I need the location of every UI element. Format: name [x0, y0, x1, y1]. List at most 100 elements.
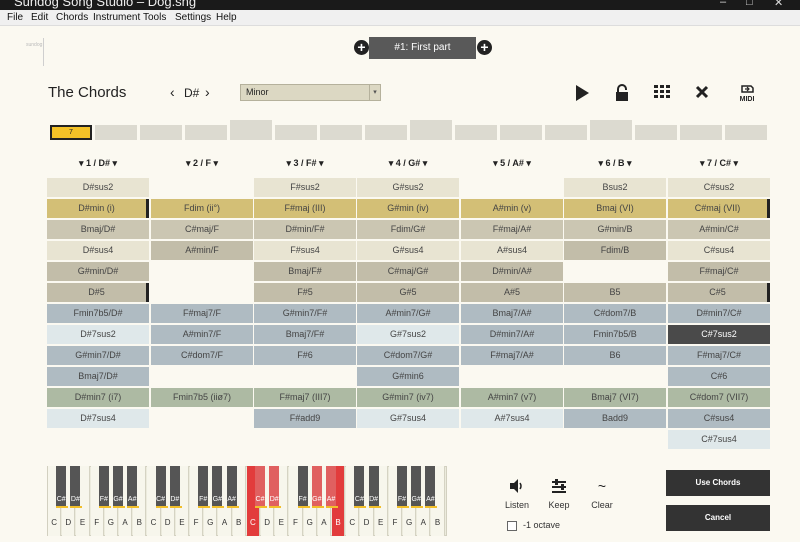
piano-black-key[interactable]: A#: [127, 466, 138, 508]
chord-cell[interactable]: Fdim/G#: [357, 220, 459, 239]
chord-cell[interactable]: G#sus4: [357, 241, 459, 260]
chord-cell[interactable]: D#sus4: [47, 241, 149, 260]
chord-cell[interactable]: A#sus4: [461, 241, 563, 260]
column-header[interactable]: ▾ 4 / G# ▾: [388, 158, 428, 168]
chord-cell[interactable]: C#dom7 (VII7): [668, 388, 770, 407]
piano-black-key[interactable]: A#: [226, 466, 237, 508]
menu-edit[interactable]: Edit: [31, 12, 49, 23]
chord-cell[interactable]: C#maj/G#: [357, 262, 459, 281]
piano-black-key[interactable]: F#: [397, 466, 407, 508]
key-prev-button[interactable]: ‹: [170, 84, 175, 100]
close-icon[interactable]: [692, 84, 712, 104]
chord-cell[interactable]: F#maj7/F: [151, 304, 253, 323]
chord-cell[interactable]: F#maj7 (III7): [254, 388, 356, 407]
menu-instrument[interactable]: Instrument: [93, 12, 141, 23]
piano-black-key[interactable]: F#: [98, 466, 109, 508]
scale-select[interactable]: Minor ▾: [240, 84, 381, 101]
chord-cell[interactable]: D#min/F#: [254, 220, 356, 239]
chord-cell[interactable]: Bmaj7/F#: [254, 325, 356, 344]
chord-cell[interactable]: D#7sus4: [47, 409, 149, 428]
chord-cell[interactable]: C#maj (VII): [668, 199, 770, 218]
chord-cell[interactable]: F#maj/C#: [668, 262, 770, 281]
timeline-cell[interactable]: [275, 125, 317, 140]
chord-cell[interactable]: A#min/C#: [668, 220, 770, 239]
chord-cell[interactable]: D#min7/C#: [668, 304, 770, 323]
piano-black-key[interactable]: C#: [155, 466, 166, 508]
chord-cell[interactable]: C#sus4: [668, 241, 770, 260]
chord-cell[interactable]: D#min7 (i7): [47, 388, 149, 407]
chord-cell[interactable]: Fmin7b5/D#: [47, 304, 149, 323]
timeline-cell[interactable]: [680, 125, 722, 140]
chord-cell[interactable]: Bmaj7/A#: [461, 304, 563, 323]
octave-checkbox[interactable]: [507, 521, 517, 531]
chord-cell[interactable]: G#sus2: [357, 178, 459, 197]
piano-black-key[interactable]: D#: [269, 466, 280, 508]
timeline-cell-selected[interactable]: 7: [50, 125, 92, 140]
chord-cell[interactable]: Fmin7b5 (iiø7): [151, 388, 253, 407]
chord-cell[interactable]: A#7sus4: [461, 409, 563, 428]
piano-black-key[interactable]: G#: [411, 466, 422, 508]
chord-cell[interactable]: G#min7/D#: [47, 346, 149, 365]
chord-cell[interactable]: D#sus2: [47, 178, 149, 197]
cancel-button[interactable]: Cancel: [666, 505, 770, 531]
chord-cell[interactable]: F#maj7/C#: [668, 346, 770, 365]
chord-cell[interactable]: G#min7/F#: [254, 304, 356, 323]
chord-cell[interactable]: C#5: [668, 283, 770, 302]
piano-black-key[interactable]: F#: [297, 466, 308, 508]
chord-cell[interactable]: G#7sus4: [357, 409, 459, 428]
chord-cell[interactable]: D#min7/A#: [461, 325, 563, 344]
chord-cell[interactable]: C#dom7/G#: [357, 346, 459, 365]
listen-button[interactable]: Listen: [497, 478, 537, 510]
column-header[interactable]: ▾ 3 / F# ▾: [286, 158, 324, 168]
maximize-icon[interactable]: □: [746, 0, 753, 8]
chord-cell[interactable]: G#min/D#: [47, 262, 149, 281]
piano-black-key[interactable]: G#: [212, 466, 223, 508]
keep-button[interactable]: Keep: [539, 478, 579, 510]
part-selector[interactable]: #1: First part: [369, 37, 476, 59]
timeline-cell[interactable]: [320, 125, 362, 140]
use-chords-button[interactable]: Use Chords: [666, 470, 770, 496]
column-header[interactable]: ▾ 6 / B ▾: [598, 158, 632, 168]
chord-cell[interactable]: A#min/F: [151, 241, 253, 260]
chord-cell[interactable]: B5: [564, 283, 666, 302]
chord-cell[interactable]: A#5: [461, 283, 563, 302]
timeline-cell[interactable]: [95, 125, 137, 140]
piano-black-key[interactable]: A#: [425, 466, 436, 508]
timeline-cell[interactable]: [140, 125, 182, 140]
chord-cell[interactable]: D#5: [47, 283, 149, 302]
piano-black-key[interactable]: D#: [70, 466, 81, 508]
chord-cell[interactable]: F#6: [254, 346, 356, 365]
chord-cell[interactable]: Bsus2: [564, 178, 666, 197]
timeline-cell[interactable]: [635, 125, 677, 140]
chord-cell[interactable]: F#sus2: [254, 178, 356, 197]
timeline-cell[interactable]: [725, 125, 767, 140]
chord-cell[interactable]: F#sus4: [254, 241, 356, 260]
chord-cell[interactable]: A#min (v): [461, 199, 563, 218]
piano-black-key[interactable]: F#: [198, 466, 209, 508]
chord-cell[interactable]: F#maj (III): [254, 199, 356, 218]
timeline-cell[interactable]: [455, 125, 497, 140]
column-header[interactable]: ▾ 5 / A# ▾: [493, 158, 531, 168]
chord-cell[interactable]: A#min7/G#: [357, 304, 459, 323]
lock-icon[interactable]: [612, 84, 632, 104]
piano-black-key[interactable]: A#: [326, 466, 336, 508]
chord-cell[interactable]: Bmaj/D#: [47, 220, 149, 239]
chord-cell[interactable]: C#dom7/F: [151, 346, 253, 365]
chord-cell[interactable]: C#7sus4: [668, 430, 770, 449]
chord-cell[interactable]: Badd9: [564, 409, 666, 428]
menu-help[interactable]: Help: [216, 12, 237, 23]
chord-cell[interactable]: D#7sus2: [47, 325, 149, 344]
chord-cell[interactable]: C#6: [668, 367, 770, 386]
piano-black-key[interactable]: D#: [169, 466, 180, 508]
window-close-icon[interactable]: ✕: [774, 0, 784, 9]
chord-cell[interactable]: Bmaj/F#: [254, 262, 356, 281]
minimize-icon[interactable]: –: [720, 0, 727, 8]
chord-cell[interactable]: Bmaj7 (VI7): [564, 388, 666, 407]
chord-cell[interactable]: Fdim/B: [564, 241, 666, 260]
chord-cell[interactable]: C#sus2: [668, 178, 770, 197]
timeline-cell[interactable]: [500, 125, 542, 140]
chord-cell[interactable]: Bmaj (VI): [564, 199, 666, 218]
chord-cell[interactable]: F#add9: [254, 409, 356, 428]
play-icon[interactable]: [572, 84, 592, 104]
add-part-before-button[interactable]: +: [354, 40, 369, 55]
